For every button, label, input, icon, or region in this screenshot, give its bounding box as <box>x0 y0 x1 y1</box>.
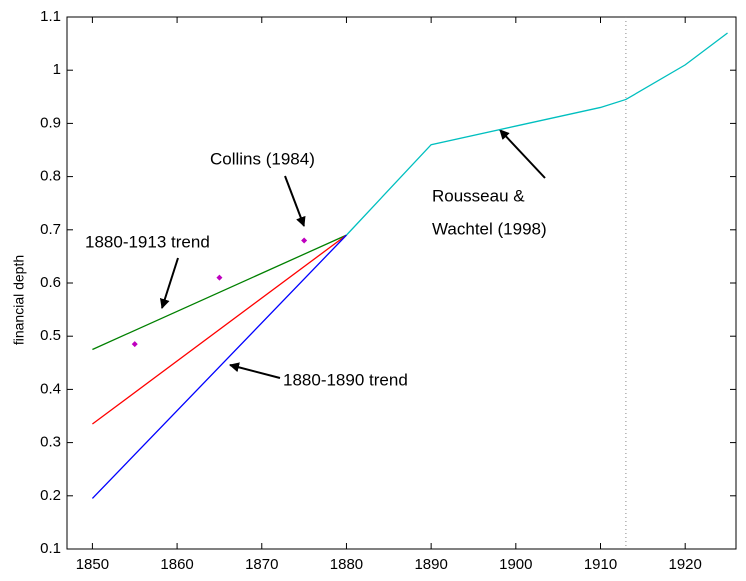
plot-frame <box>66 16 737 550</box>
y-tick-label: 0.3 <box>40 434 61 451</box>
y-axis-label: financial depth <box>11 255 27 345</box>
x-tick-label: 1910 <box>584 556 617 573</box>
annotation: Collins (1984) <box>210 149 315 168</box>
x-tick-label: 1860 <box>160 556 193 573</box>
arrow <box>499 129 546 179</box>
y-tick-label: 1.1 <box>40 8 61 25</box>
annotation: Rousseau & <box>432 186 525 205</box>
x-tick-label: 1920 <box>669 556 702 573</box>
series-line <box>91 234 347 499</box>
y-tick-label: 0.9 <box>40 114 61 131</box>
data-point <box>131 341 138 348</box>
data-point <box>216 274 223 281</box>
data-point <box>301 237 308 244</box>
series-line <box>345 32 728 236</box>
y-tick-label: 0.7 <box>40 221 61 238</box>
x-tick-label: 1890 <box>414 556 447 573</box>
arrow <box>284 175 306 227</box>
y-tick-label: 0.4 <box>40 380 61 397</box>
x-tick-label: 1880 <box>330 556 363 573</box>
y-tick-label: 0.8 <box>40 168 61 185</box>
annotation: 1880-1913 trend <box>85 232 210 251</box>
x-tick-label: 1900 <box>499 556 532 573</box>
y-tick-label: 0.2 <box>40 487 61 504</box>
y-tick-label: 0.1 <box>40 540 61 557</box>
arrows <box>159 129 546 379</box>
series-line <box>92 234 347 425</box>
x-tick-label: 1870 <box>245 556 278 573</box>
arrow <box>229 362 281 379</box>
series-line <box>92 234 347 351</box>
annotation: 1880-1890 trend <box>283 370 408 389</box>
arrow <box>159 257 179 309</box>
y-tick-label: 0.5 <box>40 327 61 344</box>
y-tick-label: 1 <box>53 61 61 78</box>
y-tick-label: 0.6 <box>40 274 61 291</box>
annotation: Wachtel (1998) <box>432 219 547 238</box>
x-tick-label: 1850 <box>76 556 109 573</box>
